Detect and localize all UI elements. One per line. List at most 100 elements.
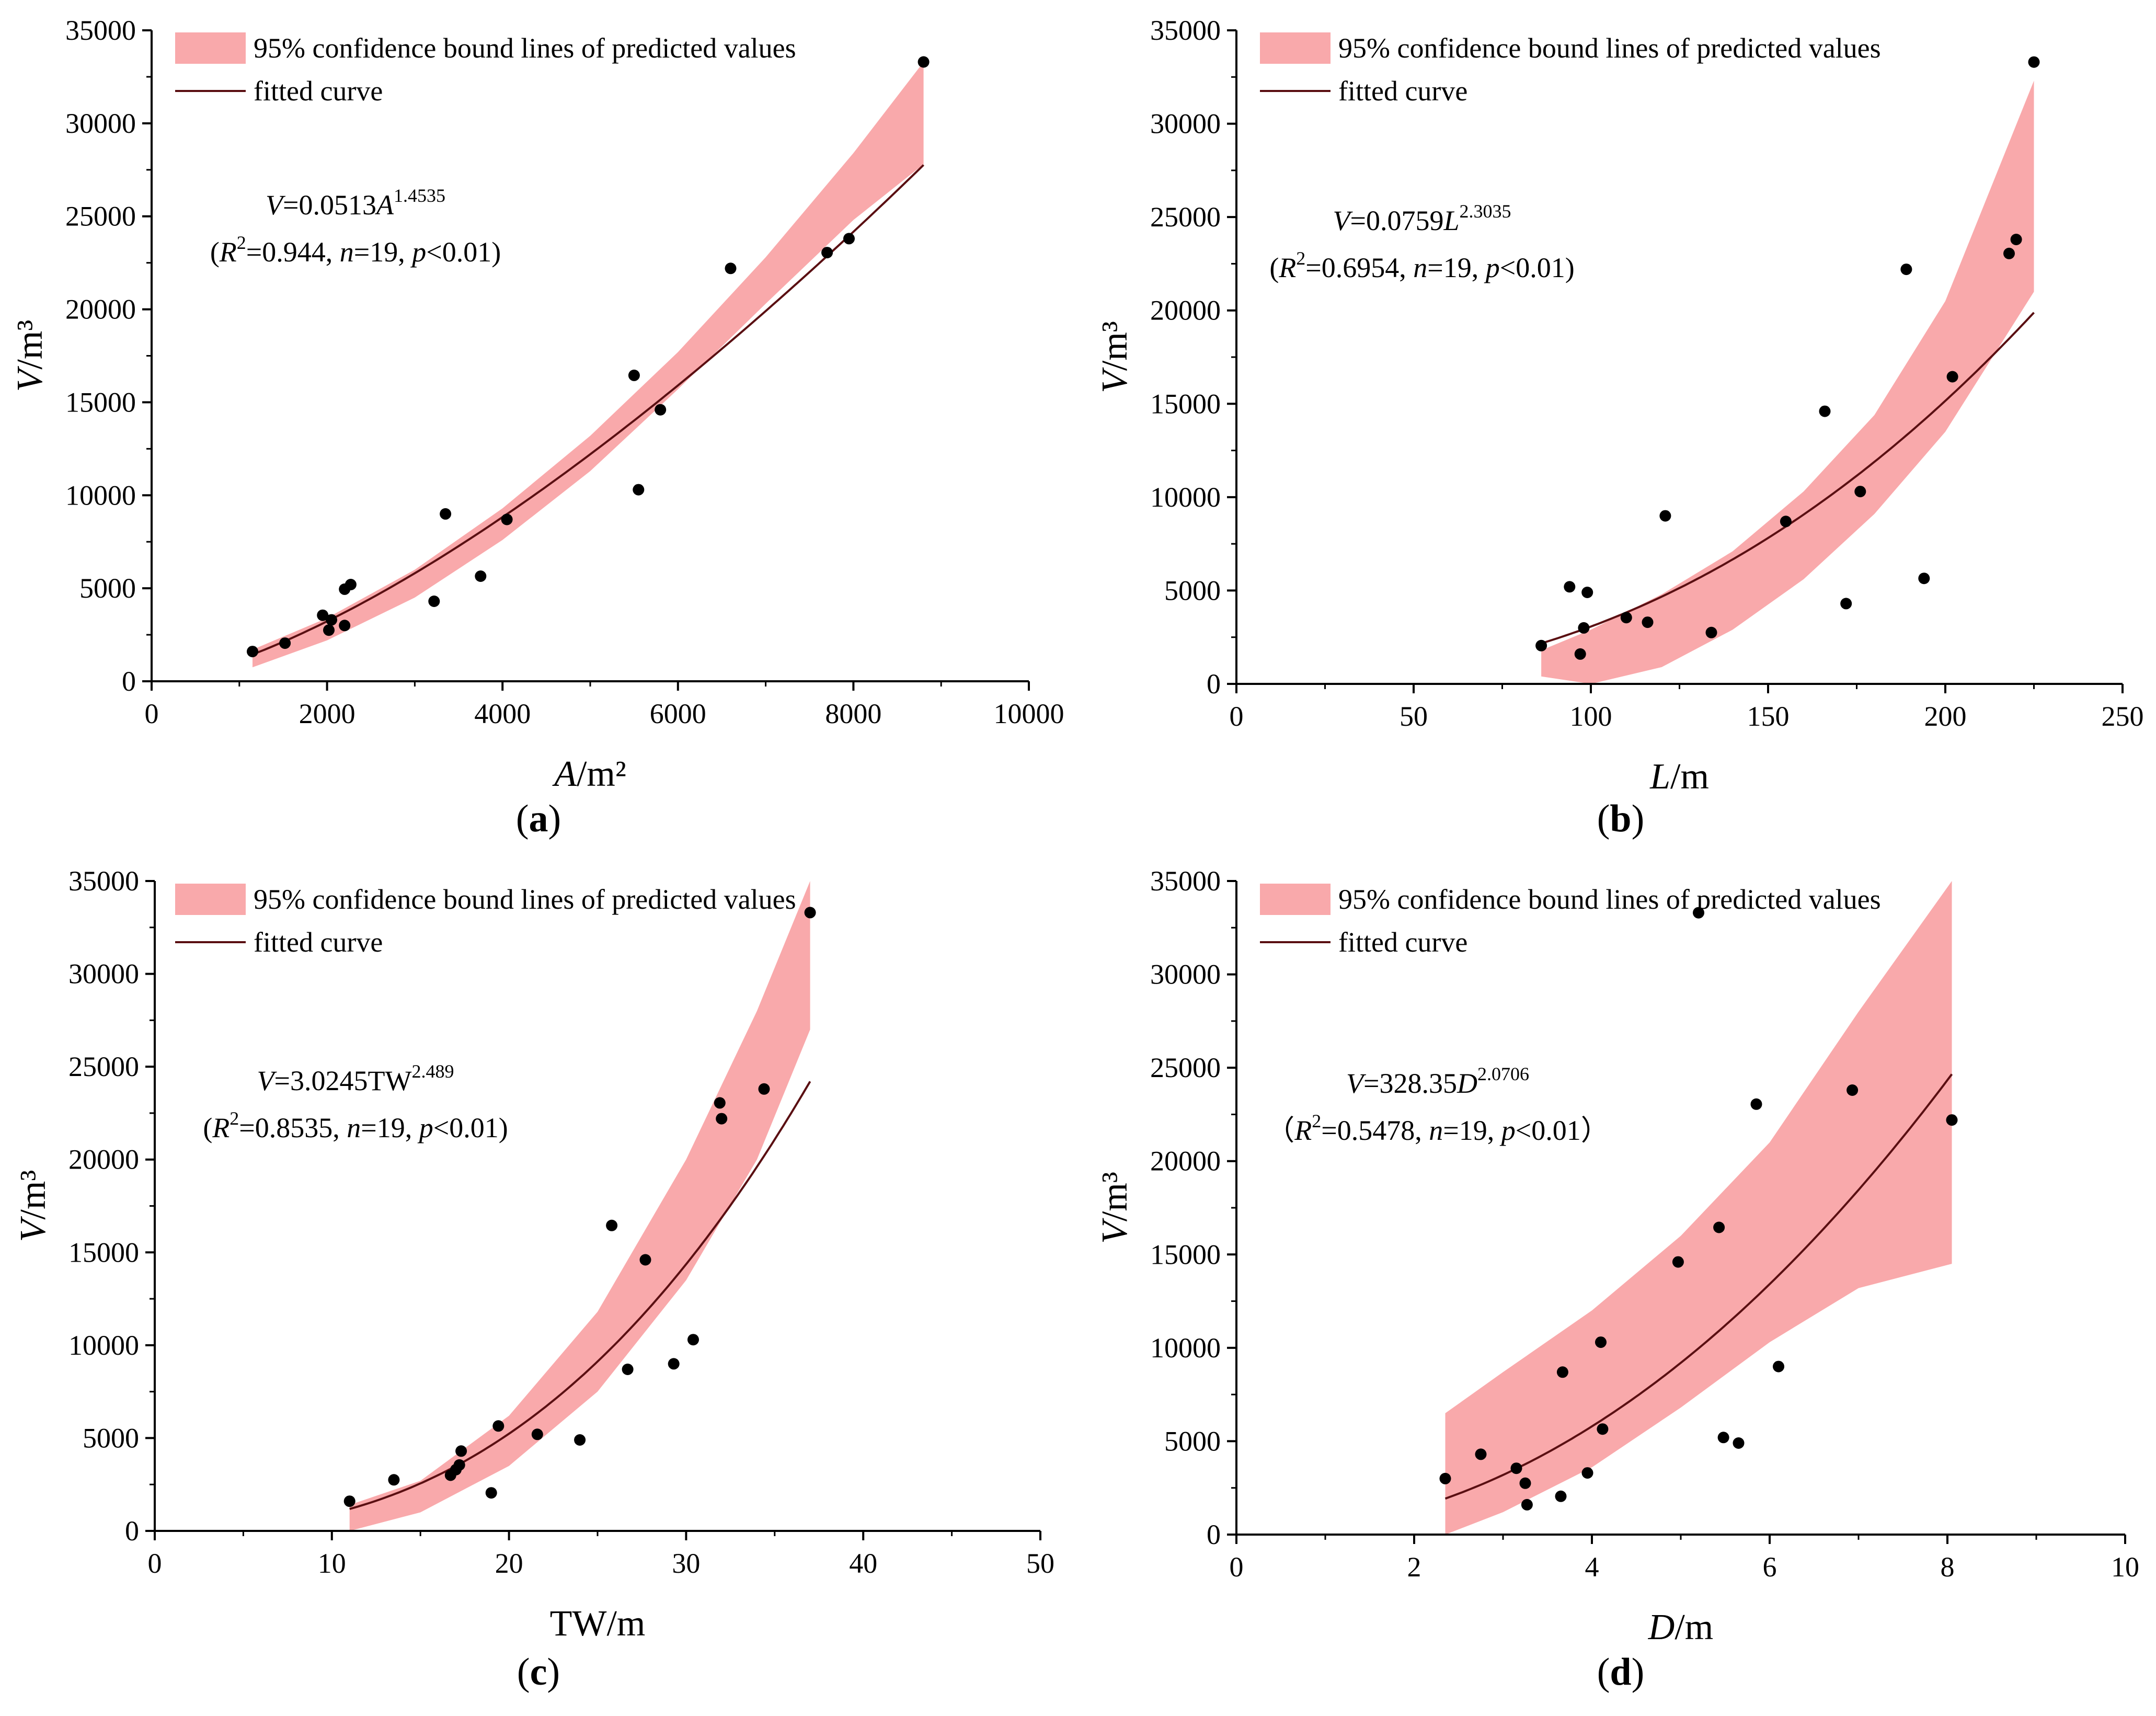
x-tick-label: 40: [849, 1548, 877, 1579]
data-point-10: [440, 508, 452, 520]
data-point-18: [2010, 234, 2022, 245]
fit-statistics: (R2=0.6954, n=19, p<0.01): [1269, 248, 1574, 283]
data-point-17: [1773, 1360, 1784, 1372]
fit-statistics: (R2=0.944, n=19, p<0.01): [210, 232, 501, 268]
data-point-9: [428, 596, 440, 607]
x-axis-label: TW/m: [550, 1604, 646, 1644]
data-point-10: [1597, 1423, 1609, 1435]
data-point-10: [1780, 516, 1792, 528]
data-point-12: [622, 1364, 634, 1375]
data-point-6: [455, 1445, 467, 1457]
data-point-9: [531, 1428, 543, 1440]
x-tick-label: 100: [1570, 701, 1612, 732]
data-point-1: [343, 1495, 355, 1507]
y-tick-label: 0: [122, 666, 136, 697]
data-point-19: [1946, 1114, 1958, 1126]
y-tick-label: 35000: [1150, 15, 1221, 46]
data-point-16: [714, 1097, 726, 1109]
confidence-band: [1445, 881, 1952, 1535]
y-axis-label: V/m³: [10, 320, 50, 392]
data-point-14: [1717, 1432, 1729, 1444]
data-point-10: [574, 1434, 586, 1446]
data-point-7: [485, 1487, 497, 1499]
data-point-19: [918, 56, 930, 68]
data-point-17: [2003, 247, 2015, 259]
fit-equation: V=0.0759L2.3035: [1333, 201, 1511, 236]
x-axis-label: A/m²: [552, 754, 626, 794]
data-point-17: [716, 1113, 728, 1125]
y-tick-label: 30000: [68, 958, 139, 990]
x-tick-label: 20: [495, 1548, 523, 1579]
fit-statistics: (R2=0.8535, n=19, p<0.01): [203, 1108, 508, 1143]
y-tick-label: 5000: [1164, 1425, 1221, 1457]
y-tick-label: 10000: [68, 1330, 139, 1361]
x-axis-label: D/m: [1648, 1607, 1713, 1648]
x-axis-label: L/m: [1649, 757, 1709, 797]
data-point-14: [668, 1358, 680, 1370]
data-point-6: [1555, 1490, 1567, 1502]
data-point-2: [279, 637, 291, 649]
y-tick-label: 15000: [65, 386, 136, 418]
y-tick-label: 20000: [1150, 1146, 1221, 1177]
data-point-9: [1595, 1336, 1607, 1348]
x-tick-label: 200: [1924, 701, 1967, 732]
x-tick-label: 0: [1230, 1551, 1244, 1583]
x-tick-label: 4: [1585, 1551, 1599, 1583]
y-axis-label: V/m³: [13, 1170, 53, 1242]
x-tick-label: 10000: [994, 698, 1064, 729]
data-point-1: [247, 646, 258, 658]
y-tick-label: 0: [125, 1515, 139, 1547]
confidence-band: [349, 881, 810, 1531]
data-point-13: [639, 1254, 651, 1266]
data-point-4: [1578, 622, 1590, 634]
legend-curve-label: fitted curve: [254, 75, 383, 107]
legend-band-label: 95% confidence bound lines of predicted …: [1338, 884, 1881, 915]
data-point-7: [1642, 616, 1654, 628]
y-tick-label: 35000: [68, 865, 139, 897]
panel-caption: (b): [1597, 797, 1644, 840]
data-point-11: [475, 570, 487, 582]
legend-band-label: 95% confidence bound lines of predicted …: [254, 884, 796, 915]
confidence-band: [1541, 81, 2034, 684]
y-tick-label: 10000: [65, 479, 136, 511]
data-point-2: [1475, 1448, 1487, 1460]
legend-band-label: 95% confidence bound lines of predicted …: [254, 32, 796, 64]
y-tick-label: 0: [1207, 668, 1221, 700]
data-point-8: [492, 1420, 504, 1432]
panel-caption: (c): [517, 1651, 560, 1694]
y-tick-label: 5000: [79, 573, 136, 604]
data-point-12: [1693, 907, 1704, 919]
data-point-19: [2028, 56, 2040, 68]
panel-d: 0 5000 10000 15000 20000 25000 30000 35000 0 2 4 6 8…: [1095, 865, 2139, 1694]
data-point-5: [1521, 1498, 1533, 1511]
legend: 95% confidence bound lines of predicted …: [1260, 884, 1881, 958]
x-tick-label: 2000: [299, 698, 355, 729]
data-point-11: [1672, 1256, 1684, 1268]
x-tick-label: 0: [148, 1548, 162, 1579]
legend-band-swatch: [175, 884, 246, 915]
data-point-5: [453, 1459, 465, 1471]
data-point-3: [317, 609, 329, 621]
panel-a: 0 5000 10000 15000 20000 25000 30000 35000 0 2000…: [10, 15, 1064, 840]
data-point-8: [1659, 510, 1671, 522]
y-tick-label: 15000: [1150, 388, 1221, 419]
data-point-19: [804, 907, 816, 919]
data-point-16: [725, 262, 737, 274]
legend: 95% confidence bound lines of predicted …: [175, 32, 796, 107]
x-tick-label: 10: [2111, 1551, 2139, 1583]
y-tick-label: 30000: [65, 108, 136, 139]
x-tick-label: 8: [1941, 1551, 1955, 1583]
data-point-18: [758, 1083, 770, 1095]
legend-band-swatch: [175, 32, 246, 64]
fit-equation: V=0.0513A1.4535: [266, 185, 445, 221]
x-tick-label: 0: [145, 698, 159, 729]
y-tick-label: 25000: [65, 201, 136, 232]
fitted-curve: [252, 164, 924, 656]
y-axis-label: V/m³: [1095, 1172, 1135, 1244]
data-point-17: [821, 247, 833, 259]
y-tick-label: 20000: [1150, 295, 1221, 326]
data-point-1: [1535, 639, 1547, 651]
data-point-12: [1840, 598, 1852, 610]
y-tick-label: 15000: [1150, 1239, 1221, 1270]
legend-curve-label: fitted curve: [254, 926, 383, 958]
